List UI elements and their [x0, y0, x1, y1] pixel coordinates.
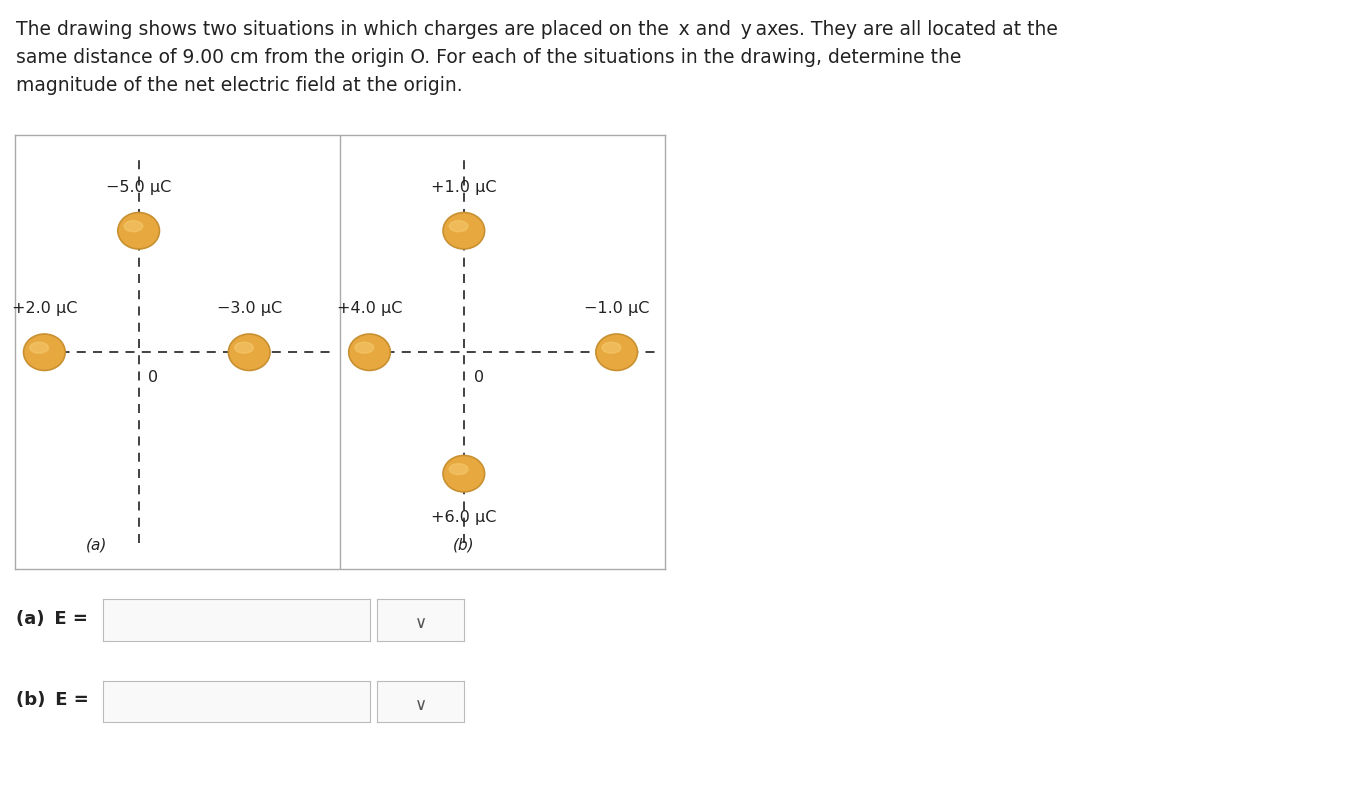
Text: (b): (b)	[453, 538, 475, 552]
Ellipse shape	[355, 342, 373, 353]
Text: 0: 0	[473, 369, 484, 384]
Text: (a): (a)	[85, 538, 107, 552]
Ellipse shape	[443, 455, 484, 492]
Ellipse shape	[228, 334, 270, 370]
Ellipse shape	[23, 334, 64, 370]
Text: +2.0 μC: +2.0 μC	[12, 302, 77, 316]
Ellipse shape	[118, 213, 159, 249]
Text: −3.0 μC: −3.0 μC	[217, 302, 281, 316]
Text: The drawing shows two situations in which charges are placed on the  x and  y ax: The drawing shows two situations in whic…	[16, 20, 1058, 95]
Ellipse shape	[595, 334, 638, 370]
Text: −1.0 μC: −1.0 μC	[584, 302, 649, 316]
Text: ∨: ∨	[414, 615, 427, 632]
Ellipse shape	[348, 334, 390, 370]
Text: +4.0 μC: +4.0 μC	[338, 302, 402, 316]
Text: ∨: ∨	[414, 696, 427, 713]
Text: −5.0 μC: −5.0 μC	[106, 180, 172, 195]
Ellipse shape	[30, 342, 48, 353]
Ellipse shape	[443, 213, 484, 249]
Ellipse shape	[449, 220, 468, 232]
Ellipse shape	[235, 342, 254, 353]
Text: (a)  E =: (a) E =	[16, 611, 88, 628]
Text: 0: 0	[148, 369, 159, 384]
Ellipse shape	[449, 464, 468, 474]
Text: +6.0 μC: +6.0 μC	[431, 509, 497, 525]
Text: +1.0 μC: +1.0 μC	[431, 180, 497, 195]
Text: (b)  E =: (b) E =	[16, 692, 89, 709]
Ellipse shape	[123, 220, 143, 232]
Ellipse shape	[602, 342, 620, 353]
